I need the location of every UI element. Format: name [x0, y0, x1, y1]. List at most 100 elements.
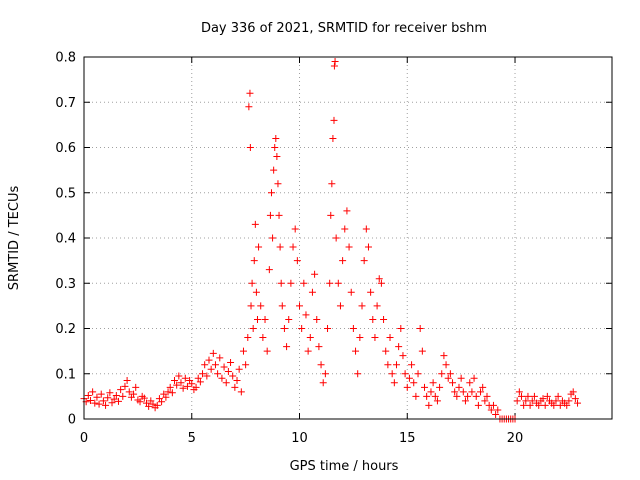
data-point	[306, 334, 314, 342]
data-point	[388, 370, 396, 378]
data-point	[472, 392, 480, 400]
data-point	[117, 386, 125, 394]
data-point	[327, 211, 335, 219]
data-point	[263, 347, 271, 355]
data-point	[207, 365, 215, 373]
data-point	[132, 383, 140, 391]
data-point	[119, 392, 127, 400]
data-point	[289, 243, 297, 251]
data-point	[315, 343, 323, 351]
y-tick-label: 0.7	[55, 96, 76, 111]
data-point	[526, 401, 534, 409]
data-point	[276, 243, 284, 251]
data-point	[287, 279, 295, 287]
data-point	[371, 334, 379, 342]
data-point	[267, 189, 275, 197]
data-point	[539, 395, 547, 403]
data-point	[244, 334, 252, 342]
data-point	[440, 352, 448, 360]
data-point	[89, 388, 97, 396]
data-point	[489, 401, 497, 409]
data-point	[332, 234, 340, 242]
data-point	[431, 392, 439, 400]
data-point	[479, 383, 487, 391]
data-point	[275, 211, 283, 219]
data-point	[237, 388, 245, 396]
data-point	[171, 377, 179, 385]
data-point	[334, 279, 342, 287]
chart-title: Day 336 of 2021, SRMTID for receiver bsh…	[201, 21, 487, 36]
data-point	[343, 207, 351, 215]
data-point	[271, 144, 279, 151]
data-point	[145, 402, 153, 410]
data-point	[149, 400, 157, 408]
data-point	[397, 325, 405, 332]
data-point	[274, 180, 282, 188]
data-point	[125, 388, 133, 396]
data-point	[247, 302, 255, 310]
data-point	[574, 399, 582, 407]
data-point	[470, 374, 478, 382]
data-point	[300, 279, 308, 287]
data-point	[99, 397, 107, 405]
data-point	[554, 392, 562, 400]
data-point	[304, 347, 312, 355]
data-point	[324, 325, 332, 332]
data-point	[298, 325, 306, 332]
data-point	[188, 380, 196, 388]
data-point	[339, 257, 347, 265]
data-point	[273, 153, 281, 161]
y-tick-label: 0	[68, 413, 76, 428]
data-point	[181, 374, 189, 382]
data-point	[272, 134, 280, 142]
data-point	[229, 372, 237, 380]
data-point	[227, 358, 235, 366]
data-point	[114, 397, 122, 405]
data-point	[535, 401, 543, 409]
data-point	[349, 325, 357, 332]
data-point	[269, 234, 277, 242]
data-point	[464, 392, 472, 400]
data-point	[364, 243, 372, 251]
data-point	[429, 379, 437, 387]
data-point	[321, 370, 329, 378]
data-point	[352, 347, 360, 355]
data-point	[522, 397, 530, 405]
data-point	[461, 397, 469, 405]
data-point	[140, 394, 148, 402]
data-point	[438, 370, 446, 378]
data-point	[239, 347, 247, 355]
data-point	[347, 288, 355, 296]
data-point	[423, 392, 431, 400]
data-point	[395, 343, 403, 351]
data-point	[403, 383, 411, 391]
data-point	[328, 180, 336, 188]
data-point	[93, 393, 101, 401]
data-point	[550, 401, 558, 409]
data-point	[354, 370, 362, 378]
data-point	[530, 392, 538, 400]
data-point	[136, 398, 144, 406]
data-point	[311, 270, 319, 278]
data-point	[192, 383, 200, 391]
data-point	[380, 315, 388, 323]
data-point	[196, 378, 204, 386]
data-point	[331, 58, 339, 66]
data-point	[367, 288, 375, 296]
data-point	[84, 391, 92, 399]
data-point	[571, 395, 579, 403]
data-point	[123, 377, 131, 385]
data-point	[110, 395, 118, 403]
data-point	[102, 401, 110, 409]
data-point	[360, 257, 368, 265]
y-tick-label: 0.6	[55, 141, 76, 156]
data-point	[556, 401, 564, 409]
data-point	[345, 243, 353, 251]
data-point	[377, 279, 385, 287]
data-point	[291, 225, 299, 233]
data-point	[418, 347, 426, 355]
data-point	[220, 363, 228, 371]
data-point	[91, 399, 99, 407]
data-point	[442, 361, 450, 369]
